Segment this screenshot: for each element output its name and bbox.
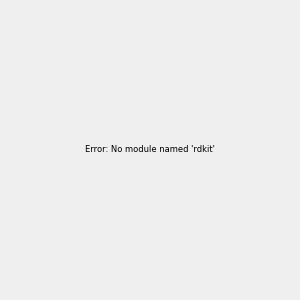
Text: Error: No module named 'rdkit': Error: No module named 'rdkit' [85, 146, 215, 154]
